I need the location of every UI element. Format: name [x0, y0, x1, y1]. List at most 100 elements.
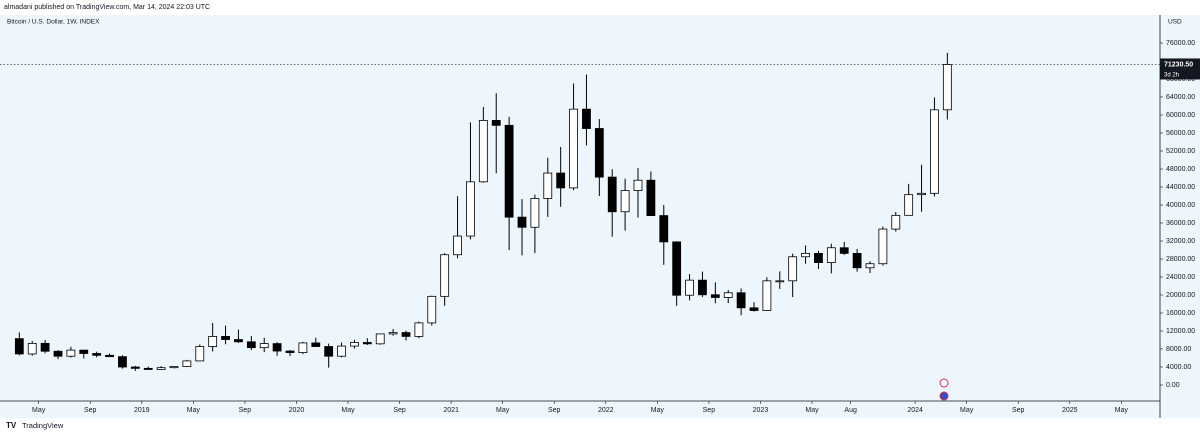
candle-body — [234, 339, 243, 343]
candle-body — [659, 215, 669, 243]
candle-body — [92, 353, 102, 356]
candle-body — [698, 279, 707, 296]
x-tick-label: Sep — [239, 407, 252, 414]
y-tick-label: 76000.00 — [1166, 40, 1195, 47]
candle-body — [517, 216, 527, 228]
candle-body — [14, 338, 24, 355]
candle-body — [143, 367, 153, 370]
event-icons — [939, 378, 949, 401]
y-tick-label: 52000.00 — [1166, 148, 1195, 155]
candle-body — [350, 342, 359, 347]
x-tick-label: 2020 — [289, 407, 305, 414]
y-tick-label: 28000.00 — [1166, 256, 1195, 263]
x-tick-label: 2024 — [907, 407, 923, 414]
x-tick-label: Sep — [84, 407, 97, 414]
x-tick-label: May — [496, 407, 510, 414]
x-tick-label: Sep — [703, 407, 716, 414]
x-tick-label: May — [651, 407, 665, 414]
y-tick-label: 40000.00 — [1166, 202, 1195, 209]
candle-body — [917, 192, 926, 196]
x-tick-label: May — [32, 407, 46, 414]
x-tick-label: May — [341, 407, 355, 414]
x-tick-label: 2021 — [443, 407, 459, 414]
candle-body — [337, 345, 346, 357]
candle-body — [826, 247, 836, 264]
plot-area — [0, 15, 1160, 401]
currency: USD — [1168, 19, 1182, 26]
candle-body — [27, 342, 37, 355]
candle-body — [749, 307, 759, 311]
candle-body — [710, 294, 720, 298]
x-tick-label: Sep — [393, 407, 406, 414]
candle-body — [569, 108, 578, 189]
candle-body — [79, 349, 89, 354]
candle-body — [40, 342, 50, 352]
candle-body — [543, 172, 553, 199]
candle-body — [556, 172, 566, 189]
x-tick-label: 2025 — [1062, 407, 1078, 414]
x-tick-label: 2023 — [753, 407, 769, 414]
y-tick-label: 48000.00 — [1166, 166, 1195, 173]
candle-body — [169, 366, 179, 369]
candle-body — [814, 252, 823, 264]
y-tick-label: 4000.00 — [1166, 364, 1191, 371]
y-tick-label: 44000.00 — [1166, 184, 1195, 191]
candle-body — [401, 332, 411, 337]
candle-body — [878, 228, 888, 265]
y-tick-label: 64000.00 — [1166, 94, 1195, 101]
candle-body — [762, 280, 772, 311]
candle-body — [839, 247, 849, 254]
candle-body — [285, 350, 295, 354]
candle-body — [259, 343, 269, 349]
candle-body — [942, 64, 952, 111]
candle-body — [582, 108, 591, 129]
candle-body — [852, 252, 862, 269]
chart-title: Bitcoin / U.S. Dollar, 1W, INDEX — [7, 19, 100, 26]
candle-body — [633, 179, 643, 192]
candle-body — [156, 367, 166, 370]
y-tick-label: 0.00 — [1166, 382, 1180, 389]
candle-body — [504, 124, 514, 218]
candle-body — [646, 179, 656, 216]
event-icon — [939, 391, 949, 401]
y-tick-label: 32000.00 — [1166, 238, 1195, 245]
candle-body — [388, 332, 398, 335]
x-tick-label: Sep — [548, 407, 561, 414]
candle-body — [466, 181, 475, 237]
countdown-label: 3d 2h — [1164, 73, 1179, 79]
candle-body — [118, 356, 127, 368]
candle-body — [246, 341, 256, 349]
candle-body — [362, 342, 372, 345]
candle-body — [723, 292, 733, 298]
candle-body — [272, 343, 282, 352]
candle-body — [66, 349, 76, 357]
candle-body — [208, 336, 218, 347]
y-tick-label: 20000.00 — [1166, 292, 1195, 299]
candle-body — [672, 241, 682, 296]
candle-body — [904, 194, 914, 216]
candle-body — [607, 176, 617, 213]
candle-body — [414, 322, 424, 337]
candle-body — [788, 256, 798, 282]
candle-body — [53, 350, 63, 357]
candle-body — [478, 119, 488, 183]
event-icon — [939, 378, 949, 388]
x-tick-label: May — [805, 407, 819, 414]
candle-body — [620, 190, 630, 213]
y-tick-label: 24000.00 — [1166, 274, 1195, 281]
footer-logo: TV — [6, 421, 17, 430]
candle-body — [324, 346, 334, 357]
header-text: almadani published on TradingView.com, M… — [4, 4, 210, 11]
candle-body — [195, 346, 205, 362]
candle-body — [491, 119, 501, 126]
candle-body — [221, 336, 230, 340]
last-price-box — [1160, 58, 1200, 71]
x-tick-label: Sep — [1012, 407, 1025, 414]
footer-bar — [0, 418, 1200, 434]
candle-body — [182, 360, 192, 367]
candle-body — [865, 263, 875, 269]
time-axis-area — [0, 401, 1200, 418]
candle-body — [311, 342, 321, 347]
